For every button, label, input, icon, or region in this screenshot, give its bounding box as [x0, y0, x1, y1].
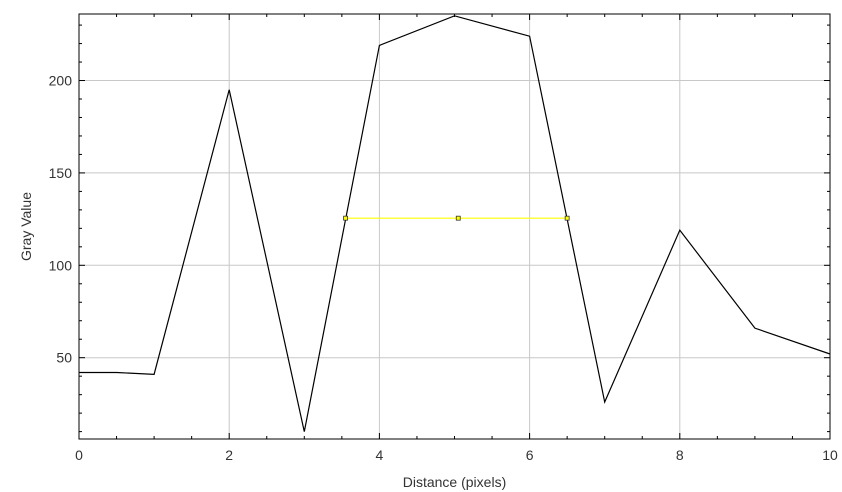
- series-line: [79, 15, 831, 432]
- x-tick-label: 10: [822, 447, 838, 463]
- x-tick-label: 4: [376, 447, 384, 463]
- series-group: [79, 15, 831, 432]
- fwhm-marker: [564, 215, 570, 221]
- fwhm-marker: [455, 215, 461, 221]
- y-tick-labels: 50 100 150 200: [49, 73, 73, 366]
- y-axis-title: Gray Value: [18, 192, 34, 261]
- axis-ticks: [78, 14, 831, 439]
- annotation-group: [343, 215, 570, 221]
- fwhm-marker: [343, 215, 349, 221]
- x-tick-label: 0: [75, 447, 83, 463]
- x-tick-label: 8: [676, 447, 684, 463]
- x-tick-label: 6: [526, 447, 534, 463]
- y-tick-label: 50: [56, 350, 72, 366]
- x-axis-title: Distance (pixels): [403, 474, 506, 490]
- y-tick-label: 100: [49, 257, 73, 273]
- plot-frame: [78, 13, 831, 440]
- x-tick-label: 2: [225, 447, 233, 463]
- y-tick-label: 200: [49, 73, 73, 89]
- y-tick-label: 150: [49, 165, 73, 181]
- x-tick-labels: 0 2 4 6 8 10: [75, 447, 838, 463]
- grid-lines: [78, 14, 831, 439]
